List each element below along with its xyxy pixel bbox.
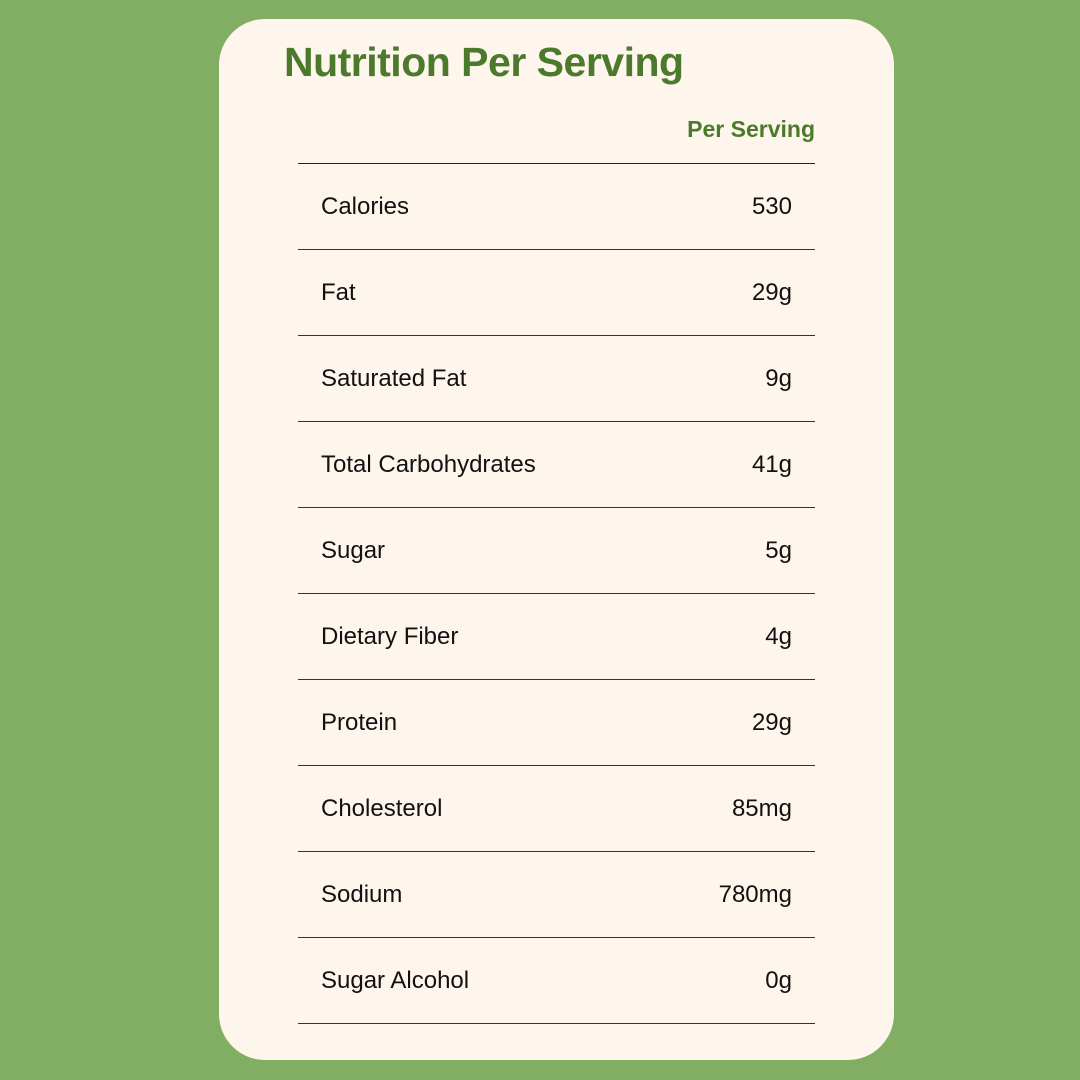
nutrient-label: Calories xyxy=(321,192,410,220)
column-header: Per Serving xyxy=(687,116,815,142)
nutrient-label: Total Carbohydrates xyxy=(321,450,536,478)
nutrient-label: Sodium xyxy=(321,880,403,908)
nutrient-label: Sugar Alcohol xyxy=(321,966,470,994)
nutrient-label: Fat xyxy=(321,278,356,306)
nutrient-label: Saturated Fat xyxy=(321,364,467,392)
table-row: Sodium 780mg xyxy=(298,852,815,938)
table-row: Calories 530 xyxy=(298,164,815,250)
nutrient-label: Dietary Fiber xyxy=(321,622,459,650)
nutrient-value: 85mg xyxy=(731,794,792,822)
nutrient-label: Cholesterol xyxy=(321,794,443,822)
table-row: Dietary Fiber 4g xyxy=(298,594,815,680)
table-row: Protein 29g xyxy=(298,680,815,766)
table-row: Sugar 5g xyxy=(298,508,815,594)
nutrient-value: 29g xyxy=(751,278,792,306)
nutrition-table: Calories 530 Fat 29g Saturated Fat 9g Total Ca… xyxy=(298,163,815,1024)
nutrient-label: Protein xyxy=(321,708,398,736)
nutrient-value: 4g xyxy=(765,622,792,650)
nutrient-value: 29g xyxy=(751,708,792,736)
nutrient-value: 0g xyxy=(765,966,792,994)
nutrient-value: 5g xyxy=(765,536,792,564)
nutrient-value: 9g xyxy=(765,364,792,392)
table-row: Sugar Alcohol 0g xyxy=(298,938,815,1024)
table-row: Total Carbohydrates 41g xyxy=(298,422,815,508)
nutrition-card: Nutrition Per Serving Per Serving Calori… xyxy=(219,19,894,1060)
table-row: Cholesterol 85mg xyxy=(298,766,815,852)
page-title: Nutrition Per Serving xyxy=(284,39,684,85)
table-row: Saturated Fat 9g xyxy=(298,336,815,422)
nutrient-value: 780mg xyxy=(718,880,792,908)
table-row: Fat 29g xyxy=(298,250,815,336)
nutrient-label: Sugar xyxy=(321,536,386,564)
nutrient-value: 530 xyxy=(751,192,792,220)
nutrient-value: 41g xyxy=(751,450,792,478)
